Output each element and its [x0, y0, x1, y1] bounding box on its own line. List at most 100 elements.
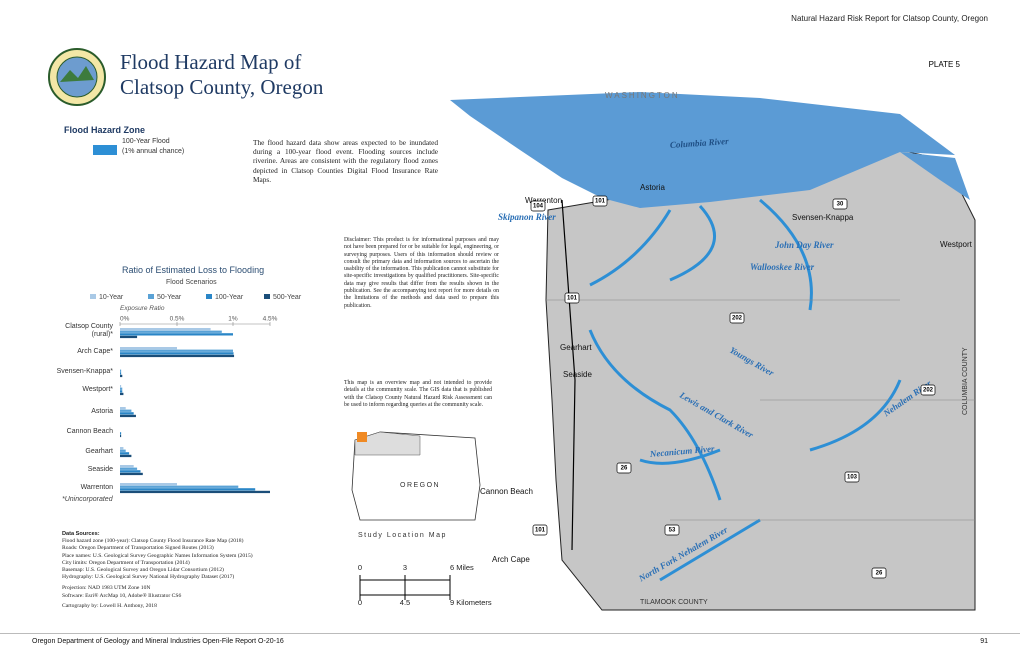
category-label: Astoria — [91, 408, 113, 415]
bar — [120, 349, 233, 352]
x-tick-label: 0% — [120, 316, 130, 323]
category-label: Seaside — [87, 466, 113, 473]
bar — [120, 412, 134, 415]
scale-label: 0 — [358, 563, 362, 572]
bar — [120, 372, 122, 375]
legend-label: 10-Year — [99, 294, 124, 301]
bar — [120, 432, 122, 435]
route-shield — [832, 198, 848, 210]
category-label: Cannon Beach — [66, 428, 113, 435]
legend-label: 50-Year — [157, 294, 182, 301]
legend-swatch — [148, 294, 154, 299]
place-label: Westport — [940, 240, 973, 249]
data-sources: Data Sources: Flood hazard zone (100-year… — [62, 531, 253, 610]
category-label: Clatsop County (rural)* — [65, 323, 113, 338]
inset-state: OREGON — [400, 482, 440, 489]
footer-rule — [0, 633, 1020, 634]
legend-item: 100-Year Flood — [122, 138, 170, 145]
bar — [120, 447, 124, 450]
legend-note: (1% annual chance) — [122, 148, 185, 155]
bar — [120, 387, 123, 390]
category-label: Gearhart — [85, 448, 113, 455]
place-label: TILAMOOK COUNTY — [640, 599, 708, 606]
chart-subtitle: Flood Scenarios — [166, 279, 217, 286]
columbia-estuary — [450, 92, 955, 208]
source-line: Flood hazard zone (100-year): Clatsop Co… — [62, 538, 244, 545]
bar — [120, 385, 122, 388]
place-label: Warrenton — [525, 196, 562, 205]
chart: 10-Year 50-Year 100-Year 500-Year 0% 0.5% 1% 4.… — [90, 294, 302, 494]
route-shield — [616, 462, 632, 474]
bar — [120, 449, 126, 452]
description: The flood hazard data show areas expecte… — [253, 138, 438, 184]
map: WASHINGTON Columbia River Astoria Warrenton… — [351, 91, 976, 611]
bar — [120, 374, 123, 378]
boundary — [546, 299, 975, 521]
route-number: 101 — [535, 528, 546, 534]
source-line: Basemap: U.S. Geological Survey and Oreg… — [62, 567, 224, 574]
place-label: WASHINGTON — [605, 91, 680, 100]
route-number: 26 — [876, 571, 883, 577]
bar — [120, 483, 177, 486]
place-label: Wallooskee River — [750, 262, 815, 272]
source-line: Hydrography: U.S. Geological Survey Nati… — [62, 574, 235, 581]
legend-swatch — [90, 294, 96, 299]
route-shield — [664, 524, 680, 536]
bar — [120, 407, 126, 410]
route-shield — [592, 195, 608, 207]
route-number: 202 — [732, 316, 743, 322]
place-label: Columbia River — [670, 136, 730, 150]
plate: PLATE 5 — [928, 60, 960, 69]
place-label: Arch Cape — [492, 555, 530, 564]
scale-label: 6 Miles — [450, 563, 474, 572]
title-line: Flood Hazard Map of — [120, 50, 302, 74]
inset — [351, 431, 481, 521]
route-number: 104 — [533, 204, 544, 210]
bar — [120, 333, 233, 336]
place-label: Cannon Beach — [480, 487, 533, 496]
disclaimer: Disclaimer: This product is for informat… — [344, 237, 499, 309]
header: Natural Hazard Risk Report for Clatsop C… — [791, 14, 988, 23]
bar — [120, 434, 122, 438]
scale-label: 9 Kilometers — [450, 598, 492, 607]
category-label: Svensen-Knappa* — [56, 368, 113, 375]
legend-swatch — [206, 294, 212, 299]
place-label: John Day River — [774, 240, 834, 250]
route-shield — [729, 312, 745, 324]
route-number: 101 — [567, 296, 578, 302]
title-line: Clatsop County, Oregon — [120, 75, 324, 99]
source-line: Software: Esri® ArcMap 10, Adobe® Illust… — [62, 592, 182, 599]
x-tick-label: 1% — [228, 316, 238, 323]
legend-swatch — [264, 294, 270, 299]
bar — [120, 465, 134, 468]
river-flood-zone — [588, 198, 902, 582]
source-line: Cartography by: Lowell H. Anthony, 2018 — [62, 602, 157, 609]
bar — [120, 467, 138, 470]
place-label: COLUMBIA COUNTY — [962, 347, 969, 415]
chart-title: Ratio of Estimated Loss to Flooding — [122, 265, 265, 275]
x-tick-label: 4.5% — [263, 316, 278, 323]
county-land — [545, 149, 976, 611]
route-number: 30 — [837, 202, 844, 208]
place-label: Svensen-Knappa — [792, 213, 854, 222]
seal — [48, 48, 106, 106]
place-label: Astoria — [640, 183, 665, 192]
route-number: 101 — [595, 199, 606, 205]
legend-label: 100-Year — [215, 294, 244, 301]
route-shield — [532, 524, 548, 536]
scale-label: 4.5 — [400, 598, 410, 607]
legend-swatch — [93, 145, 117, 155]
bar — [120, 390, 123, 393]
bar — [120, 490, 270, 494]
legend-heading: Flood Hazard Zone — [64, 125, 145, 135]
legend-label: 500-Year — [273, 294, 302, 301]
bar — [120, 347, 177, 350]
title: Flood Hazard Map of Clatsop County, Oreg… — [120, 50, 323, 100]
source-line: Roads: Oregon Department of Transportati… — [62, 545, 214, 552]
scale-label: 3 — [403, 563, 407, 572]
route-number: 26 — [621, 466, 628, 472]
bar — [120, 409, 132, 412]
route-number: 53 — [669, 528, 676, 534]
bar — [120, 452, 130, 455]
